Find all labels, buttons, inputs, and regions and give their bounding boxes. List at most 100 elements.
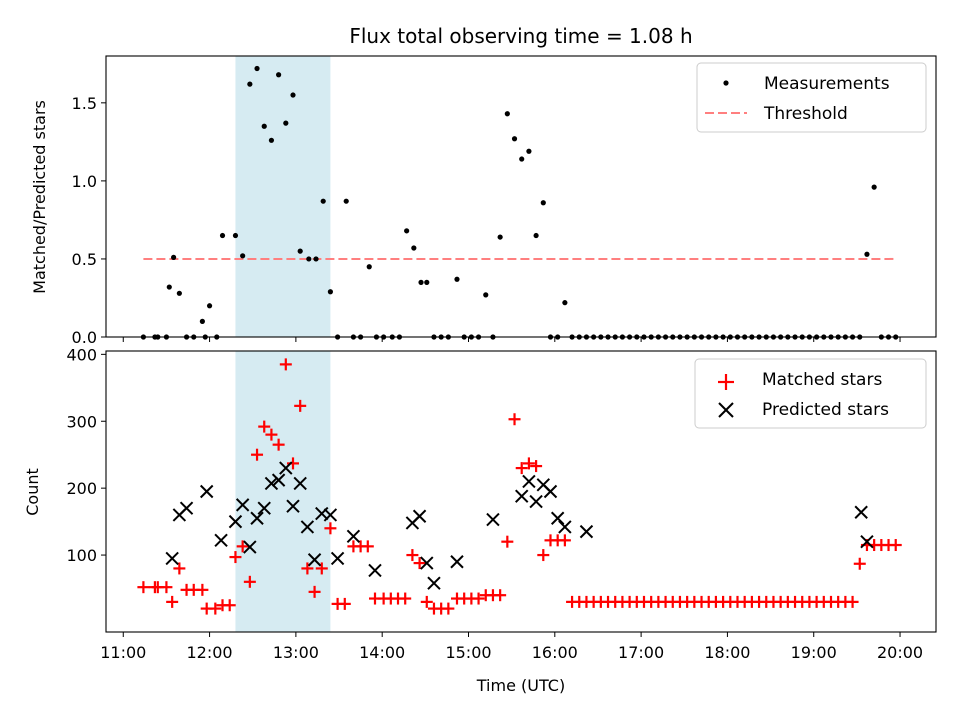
predicted-star-marker bbox=[323, 508, 338, 522]
predicted-star-marker bbox=[412, 509, 427, 523]
matched-star-marker bbox=[315, 562, 328, 575]
predicted-star-marker bbox=[486, 512, 500, 527]
matched-star-marker bbox=[537, 549, 550, 562]
top-panel: 0.0 0.5 1.0 1.5 Flux total observing time =… bbox=[30, 24, 937, 347]
measurement-point bbox=[276, 72, 282, 78]
measurement-point bbox=[232, 232, 239, 239]
matched-star-marker bbox=[166, 595, 179, 608]
measurement-point bbox=[540, 200, 546, 206]
bottom-y-tick-label: 200 bbox=[66, 479, 97, 498]
measurement-point bbox=[254, 65, 260, 72]
measurement-point bbox=[343, 198, 349, 204]
bottom-panel: 100 200 300 400 11:00 12:00 13:00 14:00 15:00 16… bbox=[23, 345, 937, 695]
bottom-x-axis-label: Time (UTC) bbox=[476, 676, 565, 695]
matched-star-marker bbox=[196, 583, 209, 596]
measurement-point bbox=[306, 256, 312, 262]
bottom-legend-box bbox=[694, 358, 927, 429]
top-y-ticks: 0.0 0.5 1.0 1.5 bbox=[72, 94, 106, 347]
predicted-star-marker bbox=[558, 520, 572, 534]
bottom-x-tick-label: 13:00 bbox=[273, 643, 319, 662]
matched-star-marker bbox=[173, 562, 186, 575]
predicted-star-marker bbox=[199, 484, 214, 499]
matched-star-marker bbox=[889, 539, 902, 552]
matched-star-marker bbox=[522, 457, 535, 470]
matched-star-marker bbox=[209, 602, 222, 615]
matched-star-marker bbox=[338, 597, 351, 610]
measurement-point bbox=[268, 137, 275, 143]
predicted-star-marker bbox=[522, 474, 536, 489]
matched-star-marker bbox=[287, 457, 300, 470]
matched-star-marker bbox=[137, 581, 150, 594]
matched-star-marker bbox=[279, 358, 292, 371]
predicted-star-marker bbox=[550, 511, 565, 525]
predicted-star-marker bbox=[307, 553, 322, 567]
matched-star-marker bbox=[515, 462, 528, 475]
measurement-point bbox=[454, 276, 460, 282]
measurement-point bbox=[562, 300, 568, 306]
top-legend-box bbox=[696, 62, 927, 133]
measurement-point bbox=[176, 290, 182, 296]
matched-star-marker bbox=[406, 549, 419, 562]
matched-star-marker bbox=[294, 399, 307, 412]
measurement-point bbox=[504, 111, 510, 117]
matched-star-marker bbox=[508, 413, 521, 426]
bottom-x-tick-label: 16:00 bbox=[532, 643, 578, 662]
matched-star-marker bbox=[472, 592, 485, 605]
bottom-y-tick-label: 100 bbox=[66, 546, 97, 565]
measurement-point bbox=[871, 184, 877, 190]
measurement-point bbox=[424, 279, 430, 285]
top-y-tick-label: 1.0 bbox=[72, 172, 97, 191]
bottom-x-tick-label: 20:00 bbox=[877, 643, 923, 662]
bottom-predicted-markers bbox=[165, 461, 874, 590]
legend-predicted-label: Predicted stars bbox=[762, 400, 889, 420]
matched-star-marker bbox=[258, 420, 271, 433]
bottom-y-axis-label: Count bbox=[23, 468, 42, 516]
predicted-star-marker bbox=[179, 501, 194, 515]
predicted-star-marker bbox=[228, 514, 243, 529]
measurement-point bbox=[511, 136, 518, 142]
bottom-matched-markers bbox=[137, 358, 902, 615]
top-y-axis-label: Matched/Predicted stars bbox=[30, 100, 49, 294]
predicted-star-marker bbox=[368, 563, 382, 578]
matched-star-marker bbox=[223, 599, 236, 612]
matched-star-marker bbox=[265, 428, 278, 441]
measurement-point bbox=[320, 198, 326, 204]
predicted-star-marker bbox=[529, 494, 543, 509]
predicted-star-marker bbox=[257, 501, 271, 515]
bottom-legend: Matched stars Predicted stars bbox=[694, 358, 927, 429]
predicted-star-marker bbox=[860, 534, 874, 549]
matched-star-marker bbox=[494, 589, 507, 602]
matched-star-marker bbox=[558, 534, 571, 547]
predicted-star-marker bbox=[279, 461, 293, 475]
top-shaded-interval bbox=[235, 56, 331, 337]
bottom-x-tick-label: 11:00 bbox=[100, 643, 146, 662]
matched-star-marker bbox=[361, 540, 374, 553]
legend-measurements-label: Measurements bbox=[764, 74, 890, 94]
measurement-point bbox=[240, 253, 246, 259]
matched-star-marker bbox=[413, 557, 426, 570]
bottom-y-ticks: 100 200 300 400 bbox=[66, 345, 106, 565]
matched-star-marker bbox=[229, 551, 242, 564]
matched-star-marker bbox=[324, 522, 337, 535]
top-x-ticks bbox=[122, 337, 901, 342]
predicted-star-marker bbox=[420, 556, 434, 570]
predicted-star-marker bbox=[264, 476, 279, 491]
bottom-x-tick-label: 18:00 bbox=[704, 643, 750, 662]
measurement-point bbox=[519, 156, 525, 162]
measurement-point bbox=[199, 318, 205, 324]
predicted-star-marker bbox=[271, 473, 286, 487]
predicted-star-marker bbox=[515, 489, 529, 503]
matched-star-marker bbox=[420, 595, 433, 608]
matched-star-marker bbox=[442, 602, 455, 615]
matched-star-marker bbox=[853, 557, 866, 570]
legend-matched-label: Matched stars bbox=[762, 370, 882, 390]
predicted-star-marker bbox=[330, 551, 345, 566]
predicted-star-marker bbox=[235, 498, 250, 512]
measurement-point bbox=[483, 292, 489, 298]
predicted-star-marker bbox=[250, 511, 264, 525]
matched-star-marker bbox=[846, 595, 859, 608]
measurement-point bbox=[290, 92, 296, 98]
bottom-shaded-interval bbox=[235, 351, 331, 632]
measurement-point bbox=[283, 120, 289, 126]
